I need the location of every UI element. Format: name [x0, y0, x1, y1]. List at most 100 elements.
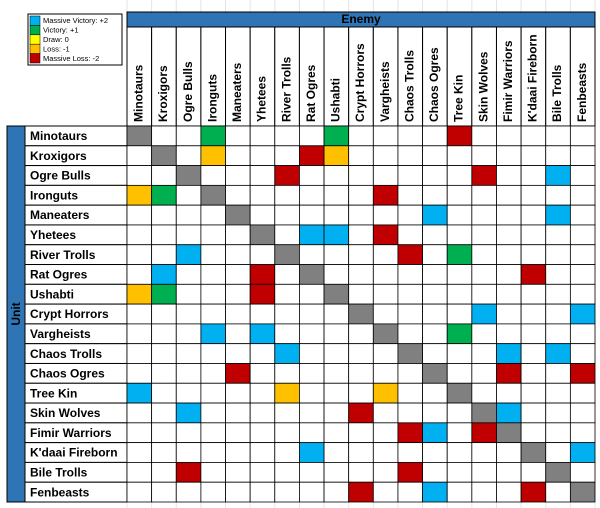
- matchup-cell: [545, 224, 571, 246]
- matchup-cell: [249, 204, 276, 226]
- matchup-cell: [299, 145, 325, 166]
- matchup-cell: [496, 462, 522, 483]
- legend-swatch: [29, 15, 41, 26]
- matchup-cell: [299, 283, 325, 305]
- matchup-cell: [545, 442, 571, 463]
- matchup-cell: [496, 283, 522, 305]
- matchup-cell: [175, 422, 202, 444]
- matchup-cell: [520, 244, 547, 265]
- matchup-cell: [151, 224, 177, 246]
- matchup-cell: [299, 343, 325, 364]
- matchup-cell: [569, 283, 596, 305]
- matchup-cell: [422, 224, 448, 246]
- matchup-cell: [520, 402, 547, 424]
- matchup-cell: [397, 184, 423, 206]
- matchup-cell: [299, 165, 325, 186]
- matchup-cell: [225, 323, 251, 345]
- legend-label: Draw: 0: [43, 35, 69, 44]
- matchup-cell: [545, 125, 571, 147]
- column-header: Rat Ogres: [304, 64, 318, 122]
- matchup-cell: [249, 244, 276, 265]
- legend-label: Victory: +1: [43, 26, 79, 35]
- matchup-cell: [348, 481, 374, 503]
- matchup-cell: [422, 125, 448, 147]
- self-cell: [520, 442, 547, 463]
- matchup-cell: [397, 145, 423, 166]
- matchup-cell: [249, 442, 276, 463]
- matchup-cell: [520, 462, 547, 483]
- matchup-cell: [372, 462, 399, 483]
- matchup-cell: [446, 165, 473, 186]
- matchup-cell: [348, 462, 374, 483]
- matchup-cell: [520, 204, 547, 226]
- matchup-cell: [520, 382, 547, 404]
- matchup-cell: [348, 382, 374, 404]
- matchup-cell: [471, 264, 497, 285]
- matchup-cell: [175, 125, 202, 147]
- row-header: Minotaurs: [30, 129, 88, 143]
- column-header-cell: [495, 26, 522, 127]
- matchup-cell: [299, 244, 325, 265]
- matchup-cell: [126, 323, 153, 345]
- matchup-cell: [126, 382, 153, 404]
- column-header: Maneaters: [230, 62, 244, 122]
- matchup-cell: [225, 264, 251, 285]
- matchup-cell: [471, 442, 497, 463]
- matchup-cell: [348, 422, 374, 444]
- column-header: Ushabti: [329, 78, 343, 122]
- column-header-cell: [274, 26, 300, 127]
- self-cell: [225, 204, 251, 226]
- matchup-cell: [569, 343, 596, 364]
- matchup-cell: [249, 264, 276, 285]
- self-cell: [446, 382, 473, 404]
- matchup-cell: [274, 442, 300, 463]
- matchup-cell: [126, 204, 153, 226]
- matchup-cell: [200, 323, 226, 345]
- matchup-cell: [446, 125, 473, 147]
- matchup-cell: [126, 402, 153, 424]
- matchup-cell: [569, 204, 596, 226]
- matchup-cell: [446, 422, 473, 444]
- matchup-cell: [569, 165, 596, 186]
- matchup-cell: [225, 382, 251, 404]
- matchup-cell: [274, 184, 300, 206]
- row-header: Fimir Warriors: [30, 426, 112, 440]
- column-header: Skin Wolves: [476, 51, 490, 122]
- matchup-cell: [175, 264, 202, 285]
- matchup-cell: [348, 264, 374, 285]
- row-header: Tree Kin: [30, 386, 77, 400]
- matchup-cell: [422, 382, 448, 404]
- matchup-cell: [151, 343, 177, 364]
- matchup-cell: [397, 283, 423, 305]
- matchup-cell: [299, 442, 325, 463]
- matchup-cell: [175, 204, 202, 226]
- matchup-cell: [200, 204, 226, 226]
- matchup-cell: [520, 264, 547, 285]
- matchup-cell: [471, 422, 497, 444]
- self-cell: [200, 184, 226, 206]
- self-cell: [569, 481, 596, 503]
- matchup-cell: [126, 264, 153, 285]
- column-header-cell: [422, 26, 448, 127]
- legend-swatch: [29, 43, 41, 54]
- matchup-cell: [471, 224, 497, 246]
- legend-label: Loss: -1: [43, 44, 70, 53]
- matchup-cell: [496, 165, 522, 186]
- column-header: Fimir Warriors: [501, 40, 515, 122]
- matchup-cell: [569, 363, 596, 384]
- column-header: Kroxigors: [156, 65, 170, 122]
- column-header: Bile Trolls: [550, 64, 564, 122]
- matchup-cell: [274, 303, 300, 325]
- column-header-cell: [569, 26, 596, 127]
- matchup-cell: [200, 244, 226, 265]
- self-cell: [299, 264, 325, 285]
- column-header-cell: [545, 26, 571, 127]
- matchup-cell: [348, 323, 374, 345]
- matchup-cell: [175, 343, 202, 364]
- row-header: Bile Trolls: [30, 465, 88, 479]
- matchup-cell: [249, 145, 276, 166]
- matchup-cell: [126, 224, 153, 246]
- matchup-cell: [397, 363, 423, 384]
- matchup-cell: [274, 481, 300, 503]
